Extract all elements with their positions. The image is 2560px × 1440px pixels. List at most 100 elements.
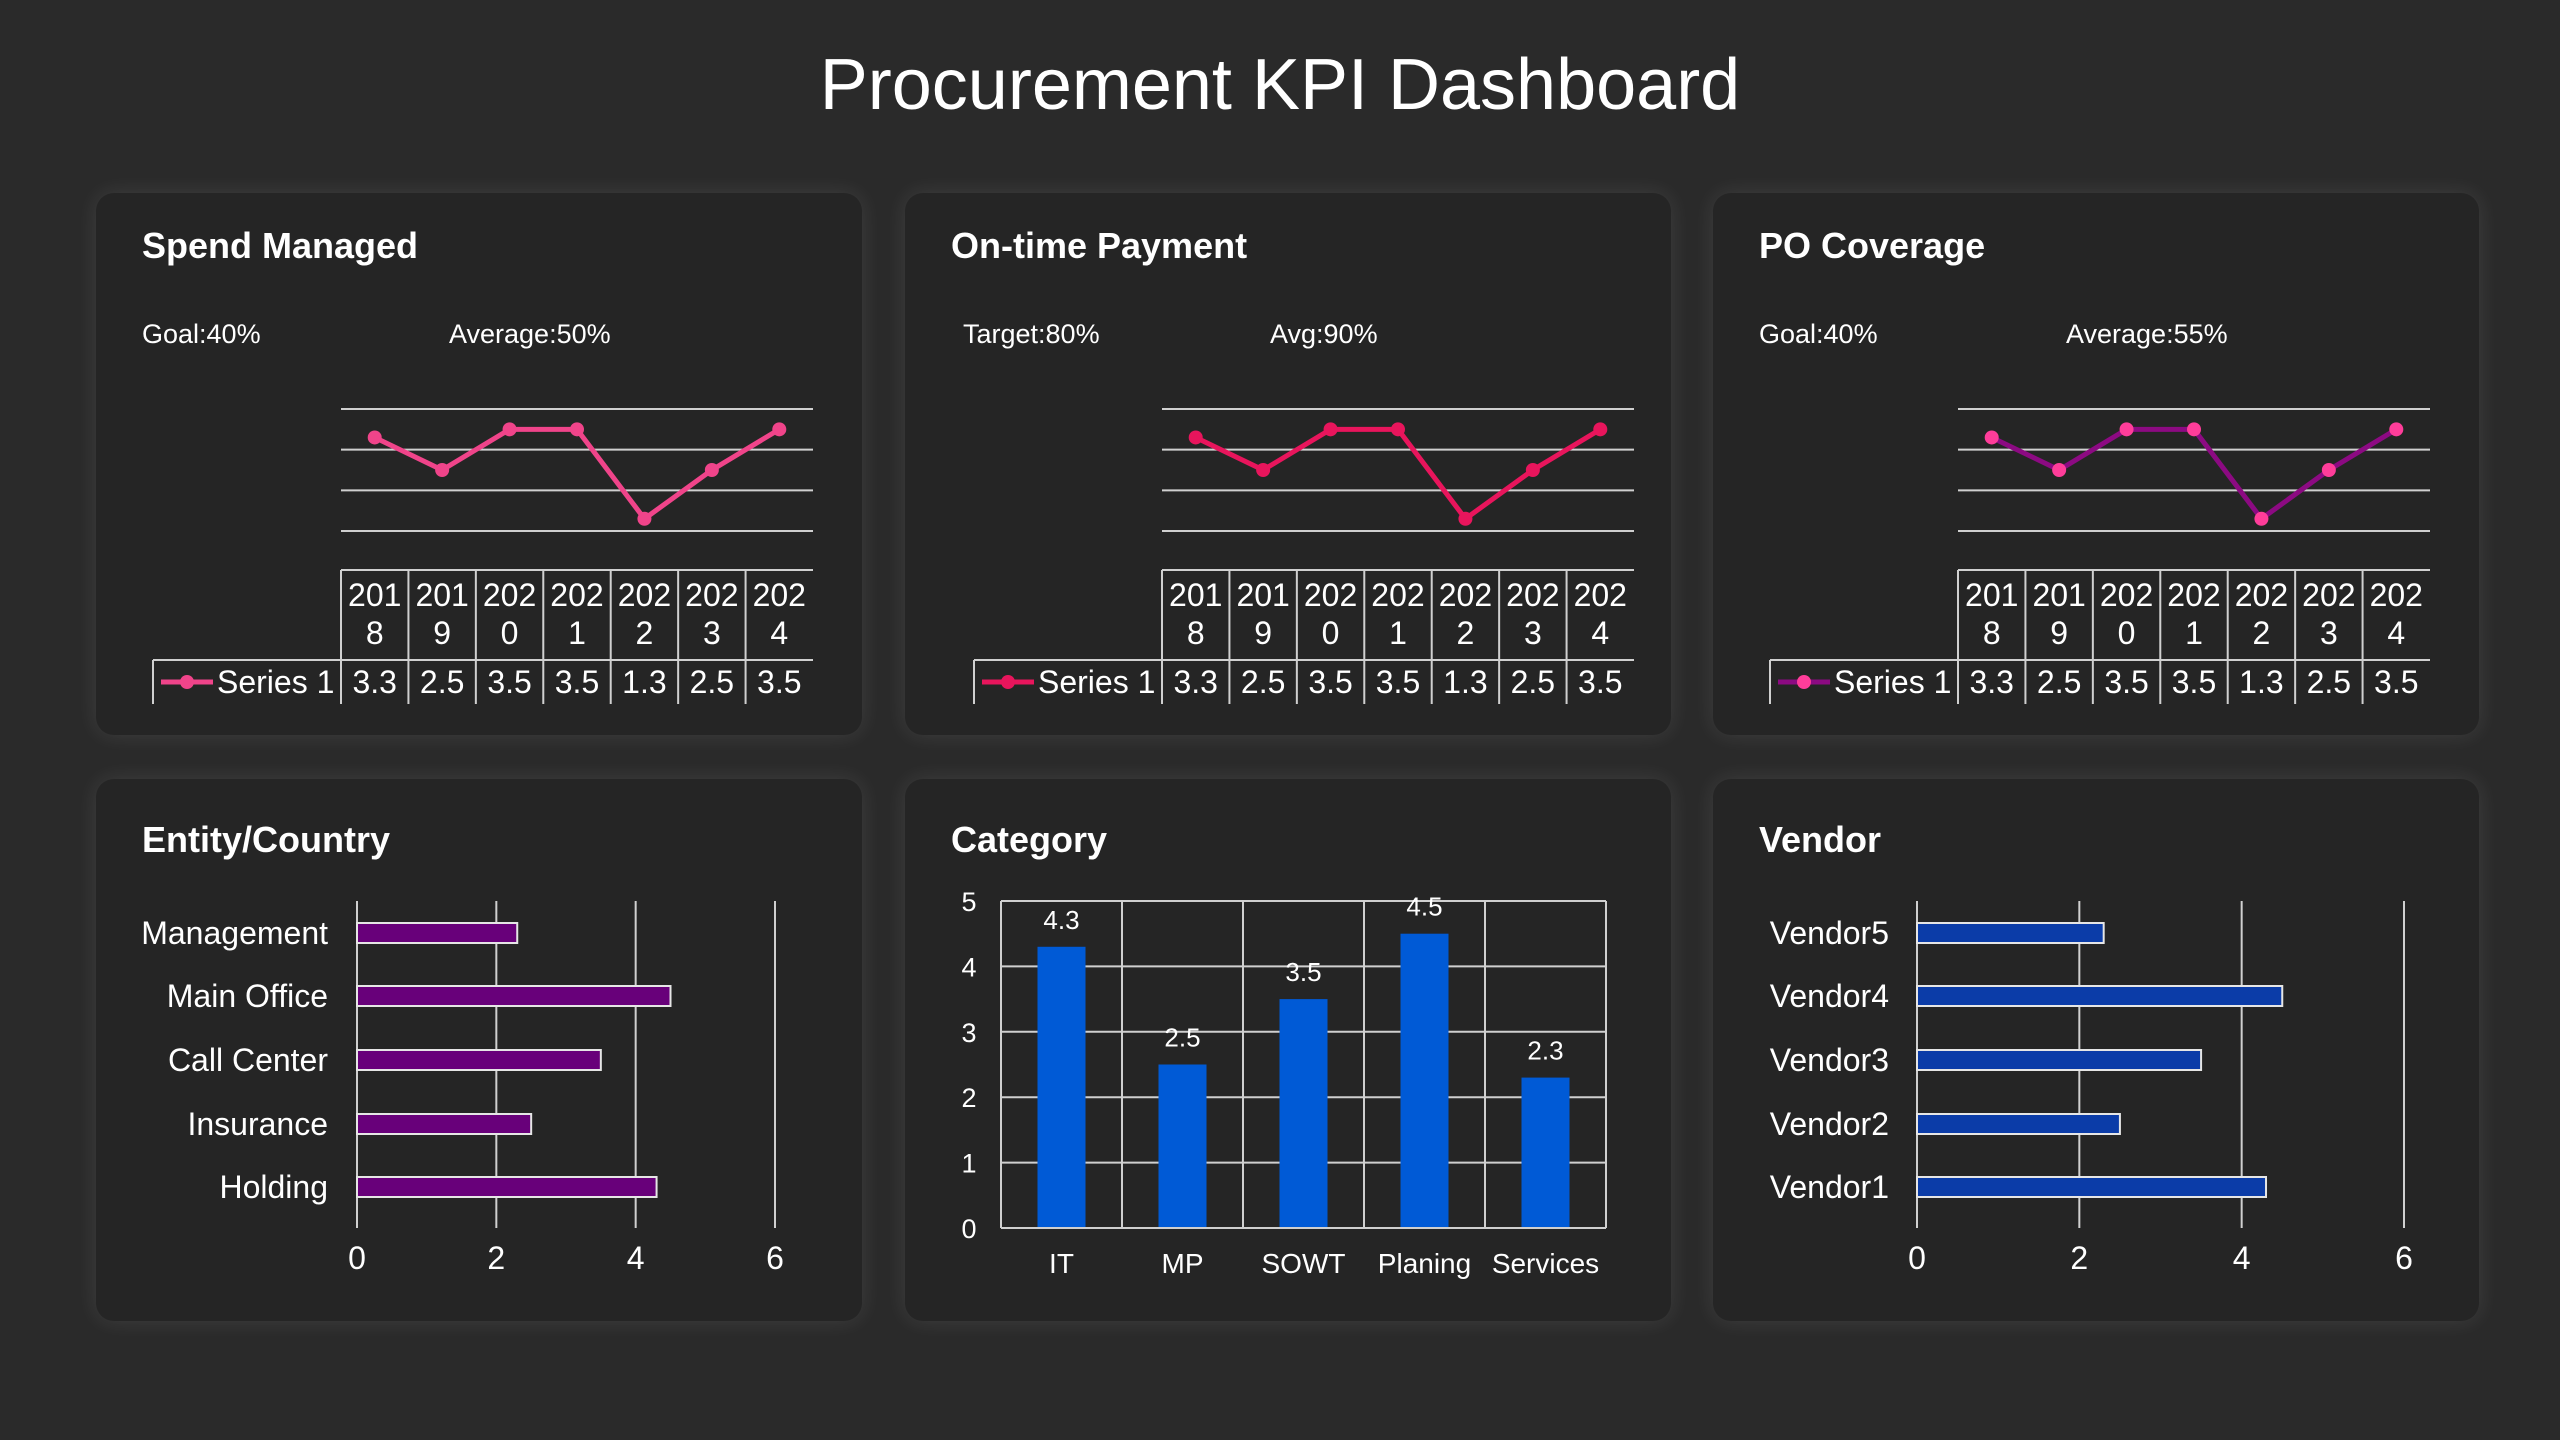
data-point [772, 422, 787, 437]
bar [1916, 1113, 2121, 1135]
card-title: Category [951, 819, 1108, 860]
x-tick-label: 6 [2395, 1240, 2413, 1276]
bar [356, 1113, 533, 1135]
table-header-year: 202 [1506, 577, 1559, 613]
category-label: Vendor1 [1770, 1169, 1889, 1205]
goal-label: Goal:40% [1759, 319, 1878, 349]
table-header-year: 202 [1439, 577, 1492, 613]
x-tick-label: 4 [627, 1240, 645, 1276]
data-point [1256, 463, 1271, 477]
table-header-year: 202 [2167, 577, 2220, 613]
table-cell-value: 3.5 [1578, 664, 1622, 700]
ontime-line-chart: 20183.320192.520203.520213.520221.320232… [973, 408, 1634, 704]
table-header-year: 8 [1983, 615, 2001, 651]
card-entity-country: 0 2 4 6 Management Main Office Call Center Insu… [96, 779, 862, 1321]
data-point [1984, 430, 1999, 445]
average-label: Average:50% [449, 319, 611, 349]
table-cell-value: 2.5 [690, 664, 734, 700]
table-header-year: 3 [703, 615, 721, 651]
table-header-year: 201 [1965, 577, 2018, 613]
table-cell-value: 3.5 [757, 664, 801, 700]
x-tick-label: 4 [2233, 1240, 2251, 1276]
table-cell-value: 2.5 [1241, 664, 1285, 700]
data-point [435, 463, 450, 477]
bar [356, 1176, 658, 1198]
category-label: MP [1162, 1248, 1204, 1279]
card-on-time-payment: 201 8 3.3 201 9 2.5 202 0 3.5 202 1 3.5 202 2 1.3 202 3 2… [905, 193, 1671, 735]
data-point [1525, 463, 1540, 477]
data-point [1188, 430, 1203, 445]
card-title: PO Coverage [1759, 225, 1986, 266]
data-label: 4.5 [1406, 892, 1442, 922]
legend-series-name: Series 1 [1834, 664, 1951, 700]
table-cell-value: 1.3 [622, 664, 666, 700]
y-tick-label: 4 [961, 952, 976, 982]
table-header-year: 2 [2253, 615, 2271, 651]
data-point [2389, 422, 2404, 437]
category-label: Services [1492, 1248, 1599, 1279]
average-label: Avg:90% [1270, 319, 1378, 349]
card-title: Entity/Country [142, 819, 390, 860]
bar [1521, 1077, 1570, 1227]
table-header-year: 3 [1524, 615, 1542, 651]
bar [1916, 1176, 2268, 1198]
data-point [2052, 463, 2067, 477]
card-po-coverage: 201 8 3.3 201 9 2.5 202 0 3.5 202 1 3.5 202 2 1.3 202 3 2… [1713, 193, 2479, 735]
legend-marker-icon [1001, 675, 1015, 689]
table-cell-value: 2.5 [420, 664, 464, 700]
po-line-chart: 20183.320192.520203.520213.520221.320232… [1769, 408, 2430, 704]
category-bar-chart: 0 1 2 3 4 5 4.3 IT 2.5 MP 3.5 SOWT 4.5 Planing 2.3 Serv… [961, 887, 1607, 1279]
table-header-year: 8 [1187, 615, 1205, 651]
data-point [1391, 422, 1405, 437]
card-title: Spend Managed [142, 225, 419, 266]
data-point [2187, 422, 2201, 437]
data-label: 2.3 [1527, 1036, 1563, 1066]
bar [356, 985, 672, 1007]
table-header-year: 202 [1304, 577, 1357, 613]
data-label: 4.3 [1043, 905, 1079, 935]
category-label: Holding [219, 1169, 328, 1205]
series-line [1194, 426, 1602, 522]
y-tick-label: 1 [961, 1149, 976, 1179]
data-label: 3.5 [1285, 957, 1321, 987]
table-header-year: 201 [1169, 577, 1222, 613]
table-cell-value: 1.3 [2239, 664, 2283, 700]
legend-marker-icon [1797, 675, 1811, 689]
table-header-year: 201 [2032, 577, 2085, 613]
legend-series-name: Series 1 [217, 664, 334, 700]
table-header-year: 202 [483, 577, 536, 613]
category-label: Planing [1378, 1248, 1471, 1279]
legend-series-name: Series 1 [1038, 664, 1155, 700]
bar [1916, 1049, 2203, 1071]
table-cell-value: 2.5 [1511, 664, 1555, 700]
table-cell-value: 2.5 [2037, 664, 2081, 700]
spend-line-chart: 20183.320192.520203.520213.520221.320232… [152, 408, 813, 704]
table-header-year: 202 [1574, 577, 1627, 613]
data-point [2119, 422, 2134, 437]
table-header-year: 1 [1389, 615, 1407, 651]
goal-label: Goal:40% [142, 319, 261, 349]
legend-marker-icon [180, 675, 194, 689]
bar [1916, 985, 2284, 1007]
category-label: Vendor4 [1770, 978, 1889, 1014]
data-point [502, 422, 517, 437]
page-title: Procurement KPI Dashboard [819, 45, 1741, 125]
x-tick-label: 0 [1908, 1240, 1926, 1276]
y-tick-label: 2 [961, 1083, 976, 1113]
data-point [2321, 463, 2336, 477]
data-point [367, 430, 382, 445]
category-label: IT [1049, 1248, 1074, 1279]
table-cell-value: 3.5 [487, 664, 531, 700]
series-line [1990, 426, 2398, 522]
table-header-year: 4 [1591, 615, 1609, 651]
bar [1916, 922, 2105, 944]
card-spend-managed: 201 8 3.3 201 9 2.5 202 0 3.5 202 1 3.5 202 2 1.3 202 3 2… [96, 193, 862, 735]
bar [1037, 946, 1086, 1227]
table-header-year: 202 [2100, 577, 2153, 613]
category-label: Insurance [187, 1106, 328, 1142]
y-tick-label: 3 [961, 1018, 976, 1048]
bar [1279, 999, 1328, 1227]
entity-bar-chart: 0 2 4 6 Management Main Office Call Center Insu… [141, 901, 784, 1276]
table-header-year: 9 [1254, 615, 1272, 651]
card-title: On-time Payment [951, 225, 1248, 266]
